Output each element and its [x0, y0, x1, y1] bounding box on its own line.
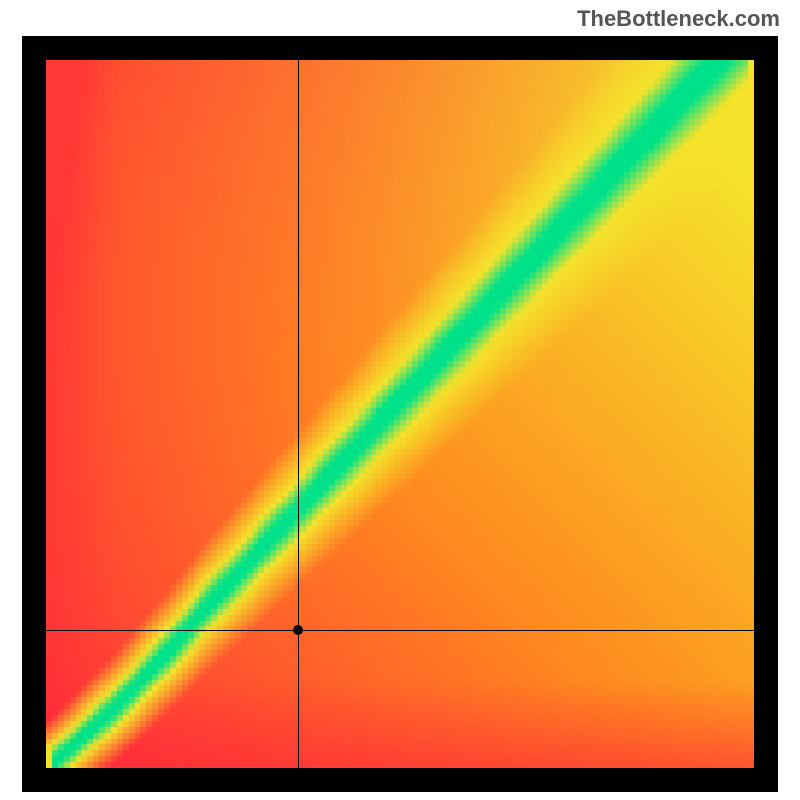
crosshair-horizontal-line [46, 630, 754, 631]
heatmap-canvas [46, 60, 754, 768]
attribution-text: TheBottleneck.com [577, 6, 780, 32]
crosshair-marker-dot [293, 625, 303, 635]
container: TheBottleneck.com [0, 0, 800, 800]
crosshair-vertical-line [298, 60, 299, 768]
chart-plot-area [46, 60, 754, 768]
chart-outer-frame [22, 36, 778, 792]
